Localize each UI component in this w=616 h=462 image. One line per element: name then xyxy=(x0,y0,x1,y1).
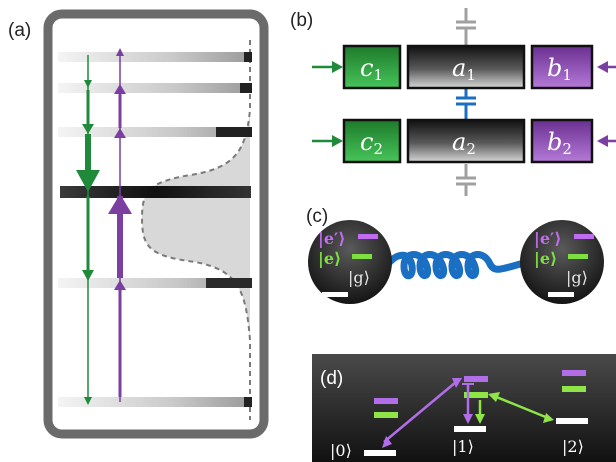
ground-capacitor-top xyxy=(456,8,476,46)
ket-e-right: |e⟩ xyxy=(534,249,557,268)
mode-a2: a2 xyxy=(408,120,524,162)
ground-capacitor-bottom xyxy=(456,164,476,196)
mode-b1: b1 xyxy=(532,46,592,88)
panel-c-label: (c) xyxy=(306,206,328,227)
drive-arrow-c2 xyxy=(312,135,343,147)
drive-arrow-b2 xyxy=(597,135,616,147)
ket-e-left: |e⟩ xyxy=(318,249,341,268)
mode-c1: c1 xyxy=(344,46,400,88)
atom-left: |e′⟩ |e⟩ |g⟩ xyxy=(308,220,392,304)
ket-g-right: |g⟩ xyxy=(566,268,588,287)
coupling-spring xyxy=(388,254,520,275)
mode-b2: b2 xyxy=(532,120,592,162)
drive-arrow-b1 xyxy=(597,61,616,73)
panel-d-label: (d) xyxy=(320,368,343,389)
state-2-label: |2⟩ xyxy=(562,437,584,456)
state-0-label: |0⟩ xyxy=(330,441,352,460)
panel-b-label: (b) xyxy=(290,10,313,31)
coupling-capacitor xyxy=(456,88,476,120)
energy-level xyxy=(58,52,251,62)
mode-c2: c2 xyxy=(344,120,400,162)
atom-right: |e′⟩ |e⟩ |g⟩ xyxy=(520,220,604,304)
panel-a-label: (a) xyxy=(8,20,31,41)
ket-g-left: |g⟩ xyxy=(348,268,370,287)
drive-arrow-c1 xyxy=(312,61,343,73)
mode-a1: a1 xyxy=(408,46,524,88)
state-1-label: |1⟩ xyxy=(452,437,474,456)
ket-e-prime-right: |e′⟩ xyxy=(534,229,562,248)
ket-e-prime-left: |e′⟩ xyxy=(318,229,346,248)
